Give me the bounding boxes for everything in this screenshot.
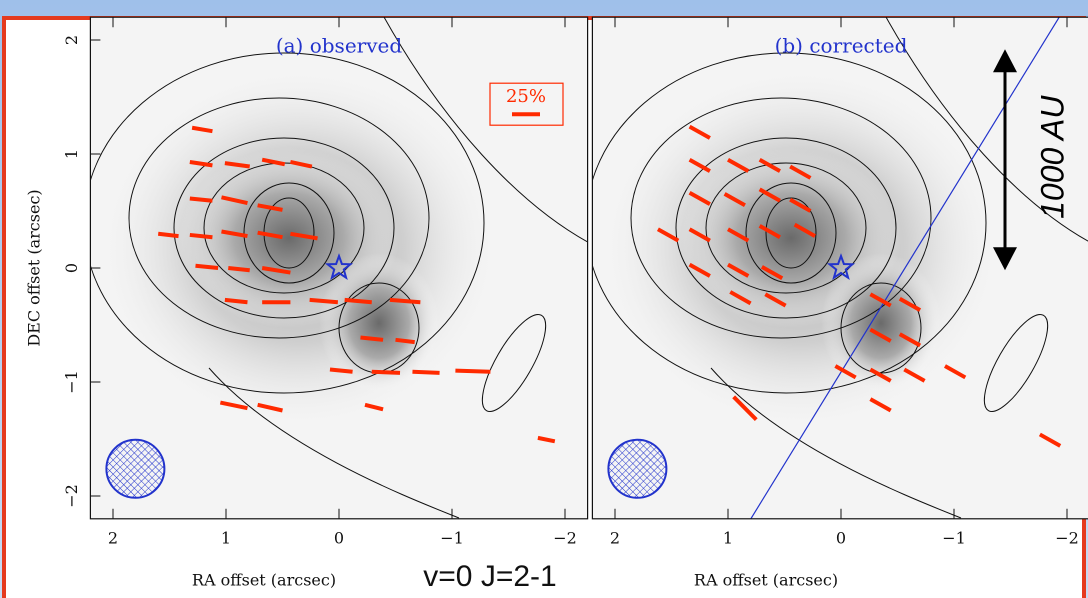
polarization-vector bbox=[190, 198, 213, 200]
polarization-vector bbox=[455, 371, 490, 372]
beam bbox=[608, 440, 666, 498]
caption: v=0 J=2-1 bbox=[423, 560, 556, 593]
polarization-vector bbox=[360, 338, 383, 340]
polarization-vector bbox=[345, 300, 372, 302]
polarization-vector bbox=[390, 300, 421, 302]
map bbox=[586, 0, 1088, 598]
y-axis-label: DEC offset (arcsec) bbox=[25, 189, 44, 346]
page: 2 1 0 −1 −2 −2 −1 0 1 2 (a) observed RA offset (arc… bbox=[0, 0, 1088, 598]
polarization-vector bbox=[330, 369, 353, 371]
x-tick-label: −2 bbox=[553, 528, 577, 547]
polarization-vector bbox=[372, 372, 400, 373]
y-tick-label: 0 bbox=[62, 263, 81, 273]
x-tick-label: 2 bbox=[610, 528, 620, 547]
polarization-vector bbox=[158, 234, 178, 236]
beam bbox=[106, 440, 164, 498]
x-tick-label: −1 bbox=[440, 528, 464, 547]
x-tick-label: −2 bbox=[1055, 528, 1079, 547]
y-tick-label: 2 bbox=[62, 35, 81, 45]
x-tick-label: 1 bbox=[221, 528, 231, 547]
y-tick-label: −2 bbox=[62, 484, 81, 508]
x-tick-label: 0 bbox=[334, 528, 344, 547]
polarization-vector bbox=[195, 266, 218, 268]
polarization-vector bbox=[396, 340, 415, 342]
panel-title: (b) corrected bbox=[775, 34, 908, 58]
polarization-vector bbox=[190, 235, 213, 237]
x-tick-label: −1 bbox=[942, 528, 966, 547]
polarization-vector bbox=[412, 372, 439, 373]
scale-label: 25% bbox=[506, 86, 546, 107]
x-axis-label: RA offset (arcsec) bbox=[192, 570, 336, 589]
x-tick-label: 2 bbox=[108, 528, 118, 547]
size-label: 1000 AU bbox=[1034, 95, 1070, 219]
figure: 2 1 0 −1 −2 −2 −1 0 1 2 (a) observed RA offset (arc… bbox=[0, 0, 1088, 598]
polarization-vector bbox=[225, 300, 248, 302]
x-axis-label: RA offset (arcsec) bbox=[694, 570, 838, 589]
polarization-vector bbox=[310, 300, 338, 302]
x-tick-label: 0 bbox=[836, 528, 846, 547]
panel-title: (a) observed bbox=[276, 34, 403, 58]
polarization-vector bbox=[228, 268, 249, 270]
y-tick-label: −1 bbox=[62, 370, 81, 394]
y-tick-label: 1 bbox=[62, 149, 81, 159]
map bbox=[84, 8, 599, 519]
x-tick-label: 1 bbox=[723, 528, 733, 547]
